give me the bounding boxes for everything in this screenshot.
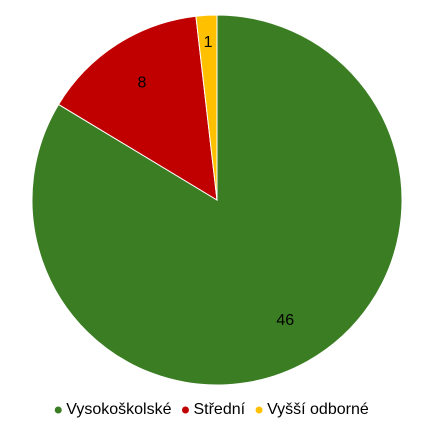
pie-slice bbox=[31, 14, 403, 386]
legend-label: Vyšší odborné bbox=[267, 401, 369, 418]
legend-label: Střední bbox=[193, 401, 245, 418]
pie-slice bbox=[57, 15, 218, 201]
legend-marker bbox=[54, 406, 62, 414]
data-label: 1 bbox=[204, 34, 213, 51]
data-label: 46 bbox=[276, 312, 294, 329]
legend-marker bbox=[255, 406, 263, 414]
data-label: 8 bbox=[138, 74, 147, 91]
legend-marker bbox=[181, 406, 189, 414]
legend-label: Vysokoškolské bbox=[66, 401, 171, 418]
pie-slice bbox=[195, 14, 218, 201]
